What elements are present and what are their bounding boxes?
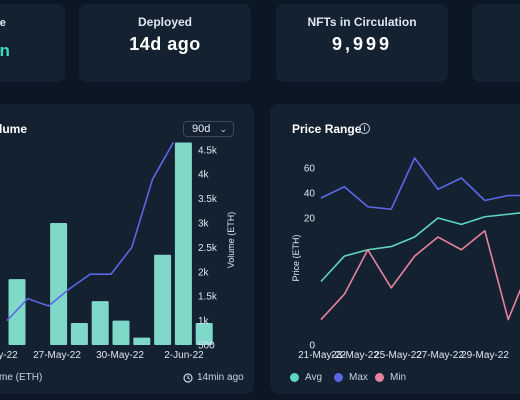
volume-bar bbox=[195, 323, 213, 345]
range-select-value: 90d bbox=[192, 123, 211, 135]
updated-info: 14min ago bbox=[183, 372, 244, 383]
price-x-tick: 23-May-22 bbox=[331, 350, 379, 361]
volume-panel-title: lume bbox=[0, 122, 28, 136]
volume-y-axis-label: Volume (ETH) bbox=[226, 212, 236, 269]
volume-chart: 500 1k 1.5k 2k 2.5k 3k 3.5k 4k 4.5k Volume (ETH) y… bbox=[0, 142, 236, 361]
range-select[interactable]: 90d ⌄ bbox=[183, 121, 234, 137]
volume-x-tick: 30-May-22 bbox=[96, 350, 144, 361]
price-x-tick: 27-May-22 bbox=[416, 350, 464, 361]
price-x-tick: 21-May-22 bbox=[298, 350, 346, 361]
price-x-tick: 25-May-22 bbox=[374, 350, 422, 361]
price-y-tick: 60 bbox=[304, 164, 316, 175]
volume-y-tick: 3.5k bbox=[198, 194, 218, 205]
volume-y-tick: 2.5k bbox=[198, 243, 218, 254]
deployed-label: Deployed bbox=[137, 15, 192, 29]
stat-card-deployed: Deployed 14d ago bbox=[79, 4, 251, 82]
volume-legend-label: me (ETH) bbox=[0, 372, 43, 383]
legend-max-label: Max bbox=[349, 372, 368, 383]
clock-icon bbox=[183, 372, 193, 383]
price-series-max bbox=[320, 157, 520, 211]
price-series-min bbox=[320, 229, 520, 321]
legend-max: Max bbox=[334, 372, 368, 383]
price-y-tick: 40 bbox=[304, 189, 316, 200]
volume-y-tick: 3k bbox=[198, 218, 210, 229]
volume-y-tick: 4k bbox=[198, 170, 210, 181]
volume-bar bbox=[50, 222, 68, 345]
stat-card-partial: me vn bbox=[0, 4, 65, 82]
volume-x-tick: 27-May-22 bbox=[33, 350, 81, 361]
price-y-tick: 20 bbox=[304, 214, 316, 225]
volume-trend-line bbox=[6, 142, 175, 322]
chevron-down-icon: ⌄ bbox=[219, 124, 227, 134]
legend-min: Min bbox=[375, 372, 406, 383]
volume-y-tick: 500 bbox=[198, 341, 215, 352]
nfts-label: NFTs in Circulation bbox=[307, 15, 417, 29]
volume-y-tick: 4.5k bbox=[198, 145, 218, 156]
legend-avg: Avg bbox=[290, 372, 322, 383]
legend-avg-label: Avg bbox=[305, 372, 323, 383]
volume-bar bbox=[112, 320, 130, 345]
volume-bar bbox=[8, 279, 26, 345]
volume-bar bbox=[70, 323, 88, 345]
volume-bar bbox=[91, 301, 109, 345]
volume-y-tick: 1.5k bbox=[198, 292, 218, 303]
legend-avg-swatch bbox=[290, 373, 299, 382]
updated-text: 14min ago bbox=[197, 372, 244, 383]
volume-bar bbox=[174, 142, 192, 345]
volume-panel bbox=[0, 104, 254, 394]
volume-bar bbox=[154, 254, 172, 345]
stat-card-nfts: NFTs in Circulation 9,999 bbox=[276, 4, 448, 82]
legend-min-label: Min bbox=[390, 372, 407, 383]
volume-x-tick: y-22 bbox=[0, 350, 18, 361]
info-icon[interactable]: i bbox=[359, 123, 370, 134]
price-panel bbox=[270, 104, 520, 394]
price-series-avg bbox=[320, 212, 520, 283]
stat-value: vn bbox=[0, 41, 10, 60]
legend-max-swatch bbox=[334, 373, 343, 382]
stat-card-partial-right bbox=[472, 4, 520, 82]
volume-bar bbox=[133, 337, 151, 345]
volume-y-tick: 2k bbox=[198, 267, 210, 278]
volume-y-tick: 1k bbox=[198, 316, 210, 327]
stat-label: me bbox=[0, 17, 6, 29]
legend-min-swatch bbox=[375, 373, 384, 382]
price-panel-title: Price Range bbox=[292, 122, 362, 136]
price-x-tick: 29-May-22 bbox=[461, 350, 509, 361]
price-y-axis-label: Price (ETH) bbox=[291, 234, 301, 281]
deployed-value: 14d ago bbox=[129, 34, 201, 54]
nfts-value: 9,999 bbox=[331, 34, 393, 54]
volume-x-tick: 2-Jun-22 bbox=[164, 350, 204, 361]
price-chart: 0 20 40 60 Price (ETH) 21-May-2223-May-2225-M… bbox=[291, 157, 520, 361]
price-y-tick: 0 bbox=[309, 341, 315, 352]
